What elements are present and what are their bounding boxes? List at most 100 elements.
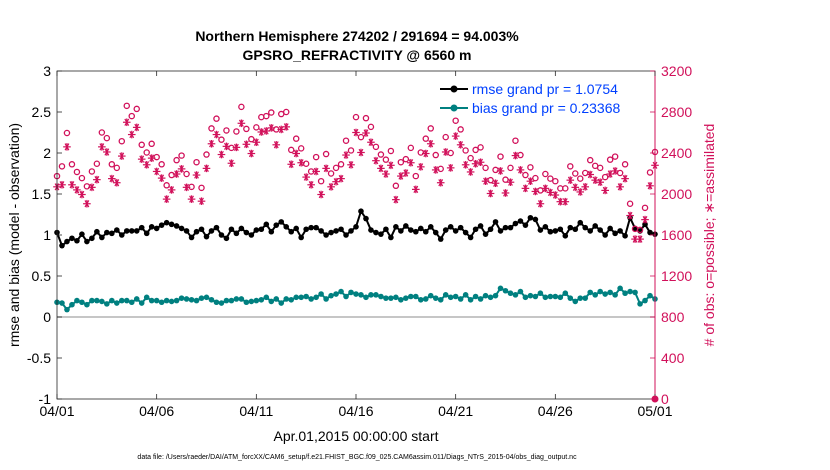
- bias-point: [168, 298, 175, 305]
- bias-point: [89, 297, 95, 304]
- x-tick-label: 04/26: [538, 403, 573, 419]
- assimilated-obs-point: [83, 199, 91, 208]
- possible-obs-point: [88, 168, 96, 175]
- y-right-tick-label: 1200: [661, 268, 692, 284]
- y-right-tick-label: 1600: [661, 227, 692, 243]
- possible-obs-point: [218, 136, 225, 143]
- rmse-point: [417, 225, 424, 232]
- assimilated-obs-point: [177, 165, 186, 173]
- possible-obs-point: [243, 125, 250, 133]
- possible-obs-point: [512, 137, 519, 144]
- possible-obs-point: [173, 156, 180, 164]
- assimilated-obs-point: [526, 177, 535, 185]
- possible-obs-point: [552, 177, 559, 185]
- rmse-point: [308, 224, 314, 231]
- possible-obs-point: [297, 145, 305, 152]
- possible-obs-point: [492, 166, 499, 174]
- bias-point: [522, 294, 529, 301]
- rmse-point: [437, 236, 444, 242]
- assimilated-obs-point: [113, 178, 121, 187]
- assimilated-obs-point: [147, 154, 156, 162]
- rmse-point: [517, 218, 524, 224]
- bias-point: [437, 296, 444, 303]
- assimilated-obs-point: [641, 215, 649, 224]
- rmse-point: [223, 235, 230, 242]
- rmse-point: [582, 224, 589, 231]
- rmse-point: [213, 224, 220, 231]
- possible-obs-point: [58, 163, 66, 170]
- x-tick-label: 04/06: [139, 403, 174, 419]
- possible-obs-point: [616, 169, 624, 177]
- assimilated-obs-point: [392, 195, 400, 204]
- possible-obs-point: [577, 175, 584, 182]
- bias-point: [248, 298, 255, 305]
- rmse-point: [153, 225, 160, 232]
- bias-point: [273, 296, 280, 302]
- bias-point: [223, 297, 230, 304]
- rmse-point: [477, 223, 484, 229]
- rmse-point: [203, 233, 210, 240]
- rmse-point: [408, 227, 414, 233]
- rmse-point: [472, 226, 479, 233]
- assimilated-obs-point: [441, 148, 450, 156]
- assimilated-obs-point: [207, 139, 216, 148]
- possible-obs-point: [502, 176, 509, 183]
- bias-point: [188, 296, 195, 303]
- possible-obs-point: [98, 129, 106, 136]
- assimilated-obs-point: [103, 148, 111, 156]
- rmse-point: [228, 226, 235, 233]
- possible-obs-point: [387, 147, 395, 155]
- assimilated-obs-point: [222, 142, 231, 151]
- assimilated-obs-point: [317, 190, 325, 199]
- assimilated-obs-point: [367, 138, 375, 147]
- possible-obs-point: [452, 117, 459, 124]
- possible-obs-point: [507, 164, 514, 172]
- rmse-point: [597, 227, 603, 233]
- bias-point: [353, 291, 359, 297]
- assimilated-obs-point: [127, 130, 136, 139]
- assimilated-obs-point: [571, 183, 580, 192]
- bias-point: [84, 301, 90, 308]
- bias-point: [183, 296, 190, 302]
- bias-point: [607, 289, 613, 296]
- assimilated-obs-point: [292, 149, 300, 158]
- rmse-point: [537, 227, 544, 233]
- rmse-point: [333, 228, 339, 234]
- bias-point: [114, 300, 120, 306]
- assimilated-obs-point: [501, 189, 510, 197]
- legend: rmse grand pr = 1.0754 bias grand pr = 0…: [440, 81, 620, 116]
- possible-obs-point: [527, 164, 534, 171]
- possible-obs-point: [317, 177, 325, 185]
- bias-point: [517, 288, 524, 295]
- bias-point: [592, 292, 598, 298]
- possible-obs-point: [63, 129, 71, 137]
- assimilated-obs-point: [491, 179, 500, 188]
- possible-obs-point: [123, 102, 131, 110]
- bias-point: [348, 289, 354, 296]
- bias-point: [462, 292, 469, 298]
- bias-point: [403, 295, 409, 301]
- rmse-point: [114, 227, 120, 233]
- possible-obs-point: [282, 108, 290, 116]
- bias-point: [203, 294, 210, 301]
- assimilated-obs-point: [73, 186, 81, 194]
- bias-point: [74, 297, 80, 304]
- assimilated-obs-point: [576, 188, 585, 196]
- bias-point: [572, 298, 579, 305]
- rmse-point: [109, 230, 115, 237]
- chart-title: Northern Hemisphere 274202 / 291694 = 94…: [195, 28, 519, 44]
- possible-obs-point: [233, 128, 240, 135]
- rmse-point: [123, 228, 130, 234]
- bias-point: [388, 295, 394, 301]
- assimilated-obs-point: [426, 139, 435, 148]
- assimilated-obs-point: [596, 178, 604, 187]
- rmse-point: [133, 228, 140, 234]
- bias-point: [328, 292, 334, 299]
- footer-data-file: data file: /Users/raeder/DAI/ATM_forcXX/…: [137, 454, 577, 461]
- rmse-point: [343, 232, 349, 238]
- possible-obs-point: [118, 137, 126, 145]
- rmse-point: [647, 229, 653, 236]
- bias-point: [547, 293, 554, 300]
- possible-obs-point: [332, 164, 340, 172]
